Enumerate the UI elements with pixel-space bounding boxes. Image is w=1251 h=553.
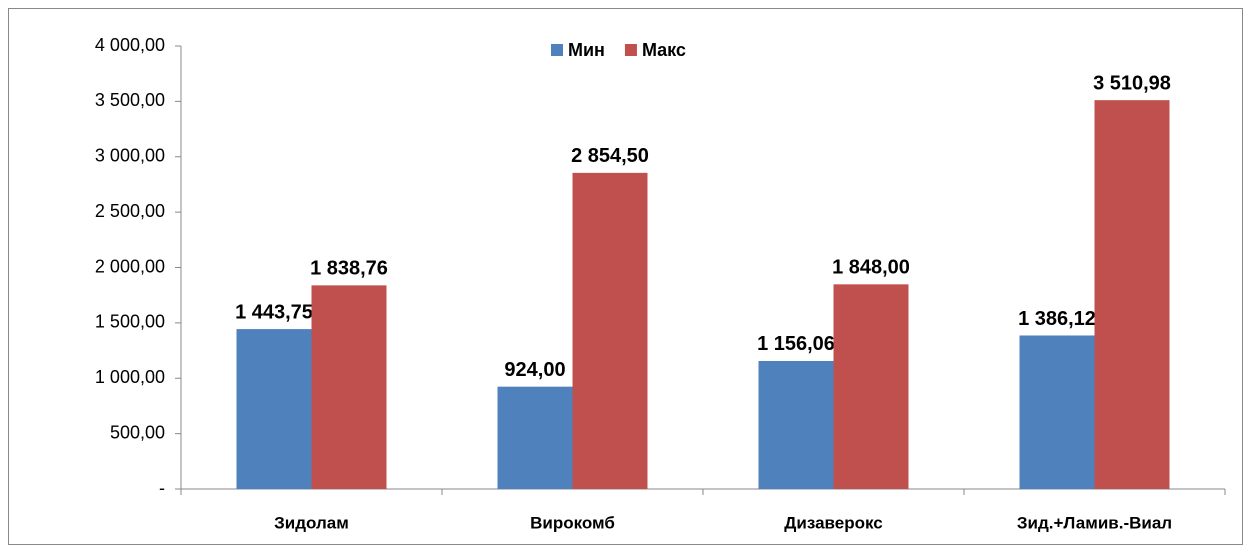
y-tick-label: 4 000,00 xyxy=(95,35,165,55)
y-tick-label: 3 000,00 xyxy=(95,146,165,166)
bar xyxy=(1019,335,1095,489)
legend-swatch xyxy=(551,44,563,56)
y-tick-label: 2 500,00 xyxy=(95,201,165,221)
legend-label: Мин xyxy=(568,40,605,60)
data-label: 2 854,50 xyxy=(571,145,649,167)
y-tick-label: 1 000,00 xyxy=(95,367,165,387)
data-label: 1 838,76 xyxy=(310,258,388,280)
data-label: 1 156,06 xyxy=(757,333,835,355)
data-label: 3 510,98 xyxy=(1093,72,1171,94)
bar xyxy=(1094,100,1170,489)
x-tick-label: Зид.+Ламив.-Виал xyxy=(1017,513,1172,532)
data-label: 1 848,00 xyxy=(832,257,910,279)
data-label: 924,00 xyxy=(504,359,565,381)
y-tick-label: 2 000,00 xyxy=(95,256,165,276)
x-tick-label: Зидолам xyxy=(274,513,349,532)
legend-swatch xyxy=(624,44,637,56)
bar xyxy=(833,284,909,489)
bar xyxy=(572,172,648,489)
data-label: 1 443,75 xyxy=(235,301,313,323)
x-tick-label: Дизаверокс xyxy=(784,513,882,532)
x-tick-label: Вирокомб xyxy=(530,513,615,532)
bar xyxy=(311,285,387,489)
y-tick-label: 1 500,00 xyxy=(95,312,165,332)
bar xyxy=(497,386,573,489)
bar xyxy=(236,329,312,489)
bar xyxy=(758,360,834,489)
y-tick-label: - xyxy=(159,478,165,498)
legend-label: Макс xyxy=(642,40,686,60)
y-tick-label: 3 500,00 xyxy=(95,90,165,110)
data-label: 1 386,12 xyxy=(1018,308,1096,330)
y-tick-label: 500,00 xyxy=(110,422,165,442)
